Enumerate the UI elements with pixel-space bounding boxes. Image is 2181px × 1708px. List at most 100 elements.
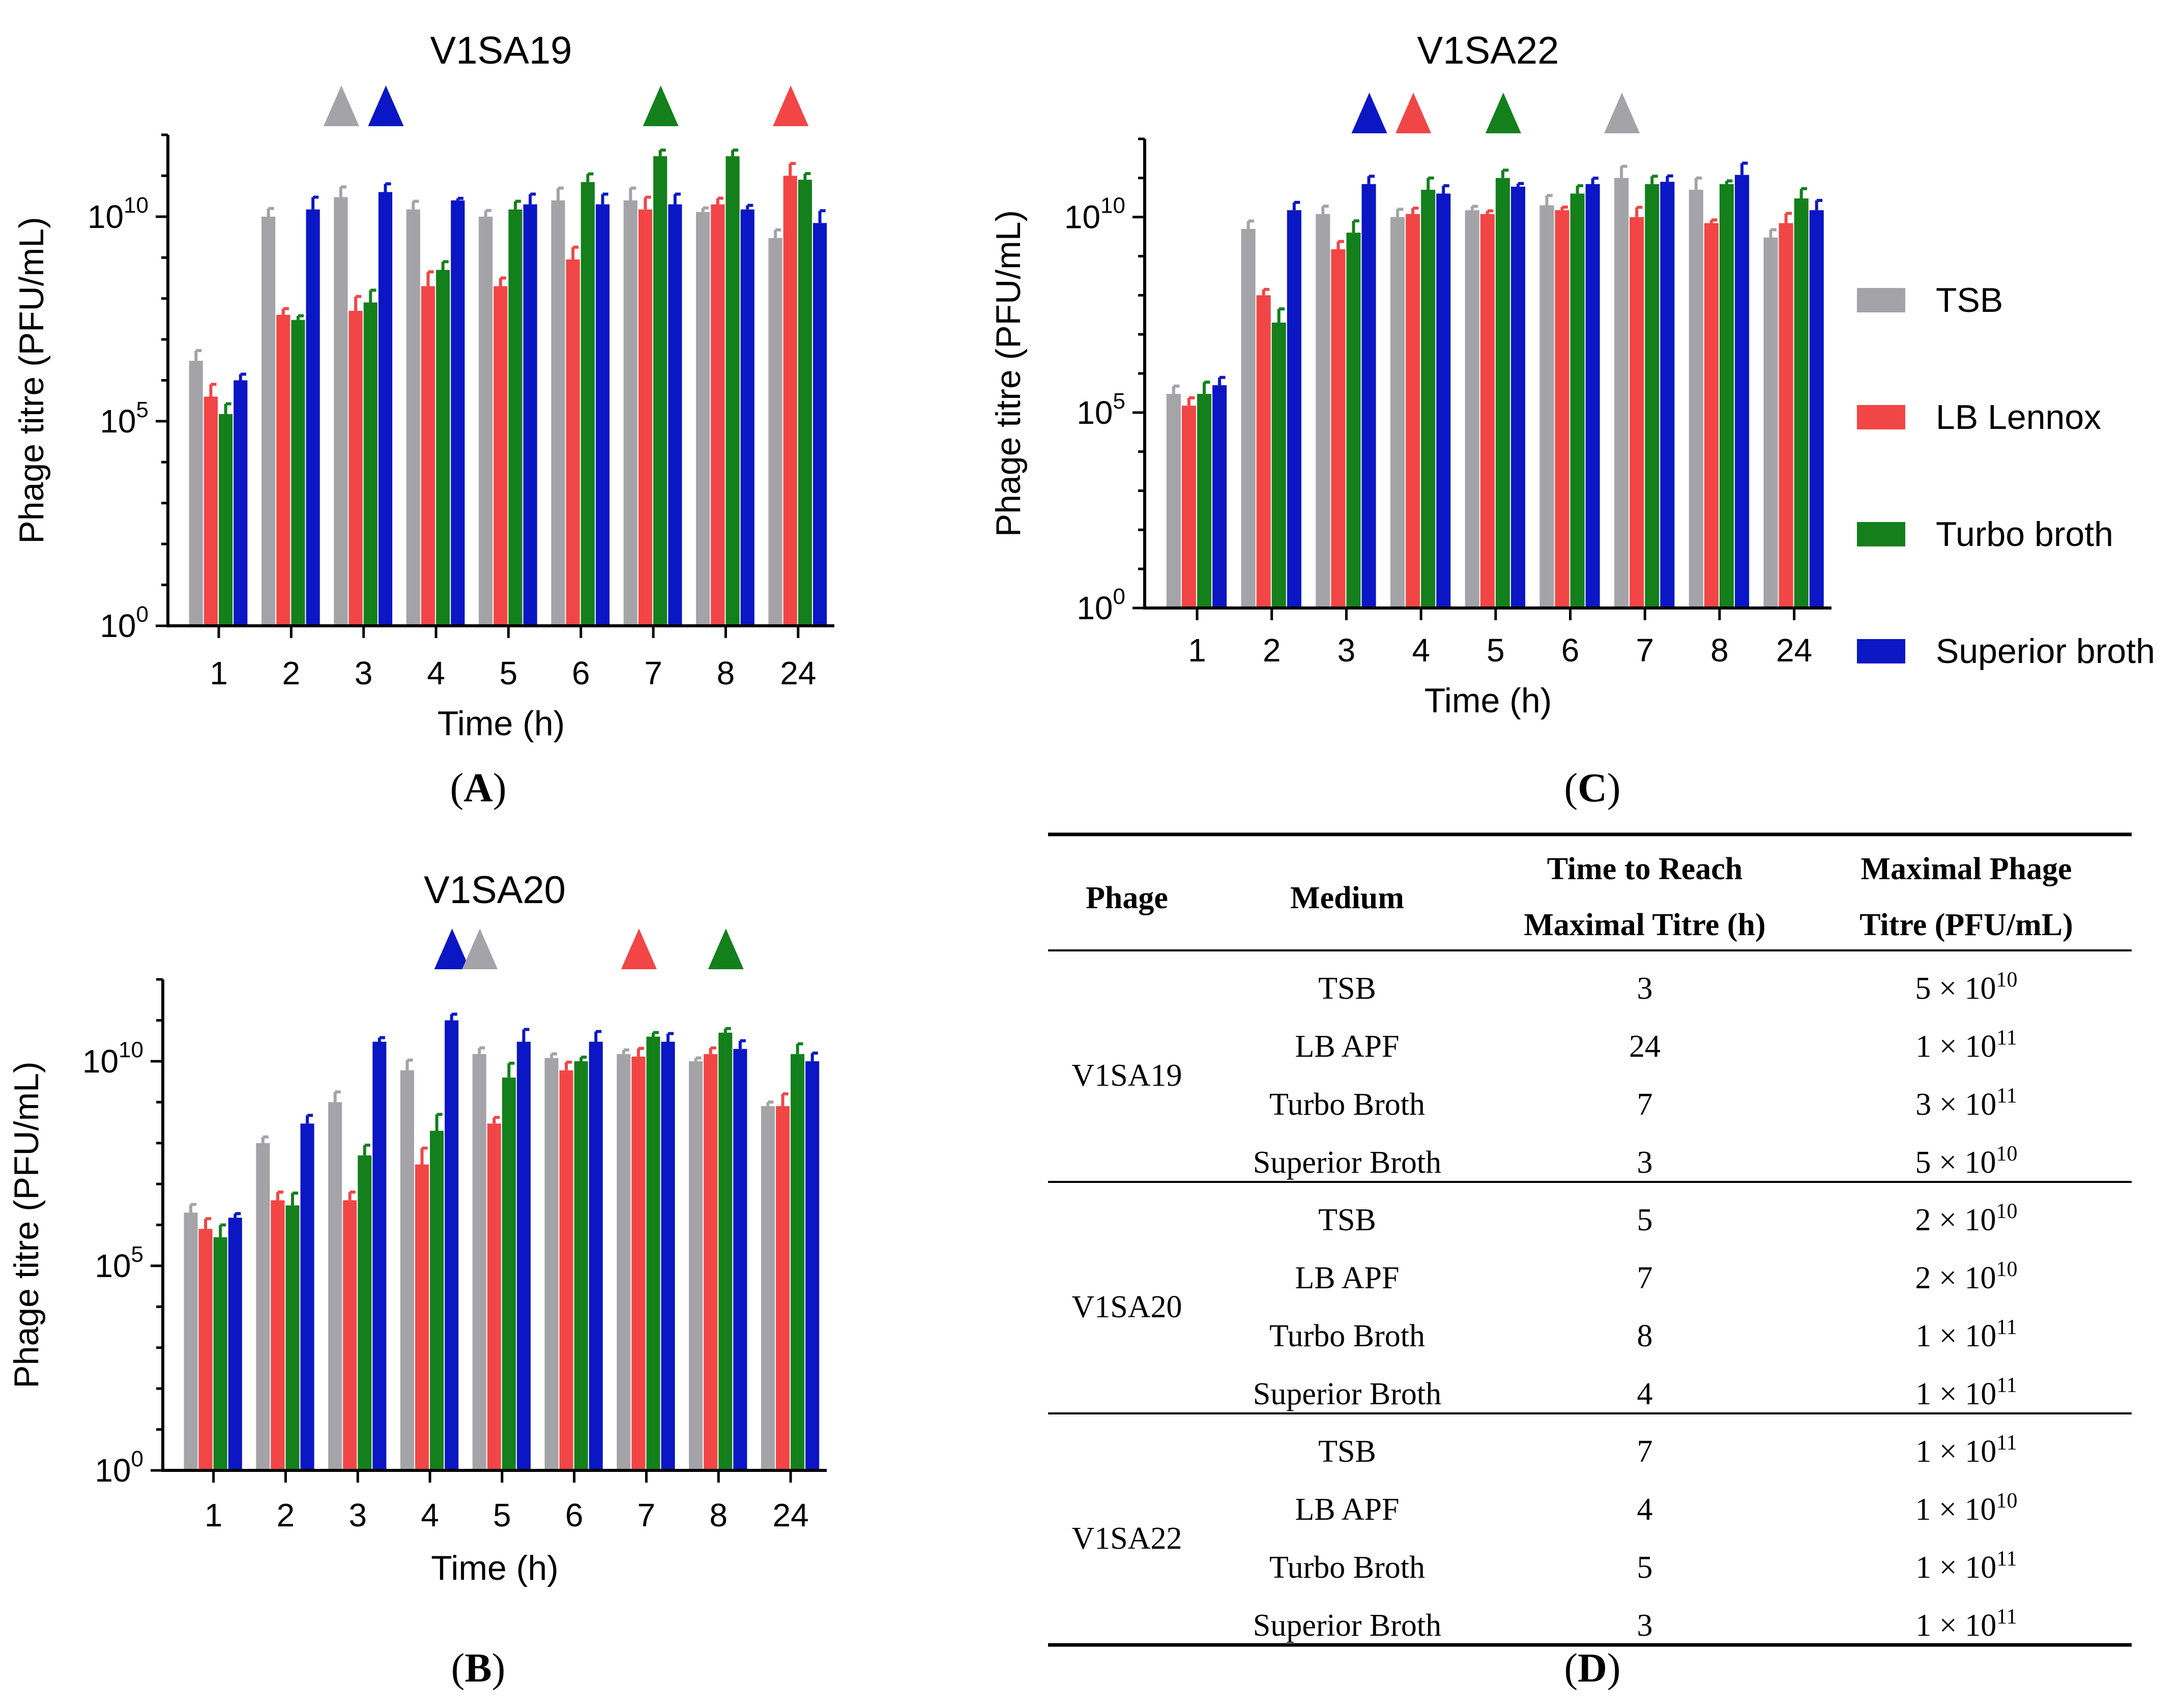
titre-exponent: 10 [1996,1489,2017,1513]
bar [1181,406,1197,608]
titre-exponent: 11 [1996,1374,2017,1397]
x-tick-label: 6 [572,655,590,691]
table-cell-time: 4 [1637,1492,1653,1527]
bar [1614,178,1629,608]
table-header: Medium [1290,881,1404,915]
bar [551,200,565,626]
bar [406,209,420,626]
legend-label: TSB [1936,281,2003,320]
table-cell-medium: LB APF [1295,1029,1399,1064]
titre-mantissa: 1 × 10 [1915,1319,1996,1353]
bar [696,212,710,626]
table-cell-phage: V1SA20 [1071,1290,1182,1324]
bar [1241,228,1256,609]
y-tick-exponent: 0 [131,1446,143,1471]
bar [1166,394,1181,608]
x-tick-label: 24 [780,655,816,691]
legend-swatch [1857,288,1905,312]
legend-label: Turbo broth [1936,515,2113,554]
y-tick-label: 100 [95,1446,143,1489]
bar [1763,237,1778,608]
table-cell-titre: 3 × 1011 [1915,1084,2017,1122]
x-tick-label: 8 [717,655,735,691]
table-cell-time: 8 [1637,1319,1653,1353]
bar [430,1131,444,1470]
bar [1704,223,1719,608]
x-tick-label: 8 [709,1497,728,1533]
table-header: Time to Reach [1547,852,1743,886]
bar [343,1200,357,1470]
table-cell-medium: LB APF [1295,1261,1399,1295]
bar [1539,205,1554,608]
peak-marker [643,85,679,126]
bar [631,1056,646,1470]
bar [1735,175,1750,608]
table-header: Phage [1086,881,1168,915]
table-header: Maximal Phage [1861,852,2072,886]
bar [276,314,290,626]
peak-marker [323,85,359,126]
peak-marker [1395,93,1432,133]
x-tick-label: 1 [1188,632,1206,669]
bar [415,1164,429,1470]
table-cell-medium: TSB [1318,1434,1376,1469]
legend-swatch [1857,405,1905,429]
bar [1346,233,1361,609]
x-tick-label: 1 [210,655,228,691]
y-tick-exponent: 0 [1113,584,1125,609]
y-tick-base: 10 [1064,199,1100,236]
bar [348,310,363,626]
x-tick-label: 3 [348,1497,367,1533]
y-tick-label: 1010 [82,1037,143,1080]
table-cell-medium: Turbo Broth [1269,1550,1425,1585]
peak-marker [462,929,498,969]
peak-marker [434,929,470,969]
bar [1331,249,1346,608]
chart-title: V1SA20 [424,869,566,912]
y-tick-exponent: 10 [124,193,149,218]
legend-swatch [1857,522,1905,546]
bar [234,380,248,626]
y-tick-base: 10 [95,1248,131,1284]
bar [776,1106,790,1470]
x-tick-label: 7 [1636,632,1654,669]
x-tick-label: 4 [1412,632,1430,669]
y-tick-label: 105 [100,397,149,440]
bar [1406,214,1420,609]
x-tick-label: 3 [355,655,373,691]
table-cell-medium: Superior Broth [1253,1145,1441,1180]
panel-label-c: (C) [1564,766,1620,810]
x-tick-label: 2 [282,655,301,691]
y-axis-label: Phage titre (PFU/mL) [989,210,1028,537]
x-tick-label: 6 [565,1497,584,1533]
table-header: Maximal Titre (h) [1524,908,1765,942]
y-tick-exponent: 10 [1100,193,1125,218]
table-cell-titre: 1 × 1011 [1915,1605,2017,1643]
summary-table: Phage Medium Time to Reach Maximal Titre (h… [1048,832,2132,1647]
x-tick-label: 6 [1561,632,1580,669]
titre-mantissa: 1 × 10 [1915,1550,1996,1585]
bar [638,209,653,626]
bar [1287,210,1301,609]
x-tick-label: 4 [427,655,445,691]
bar [451,200,465,626]
bar [285,1205,300,1470]
bar [358,1155,372,1470]
legend-label: LB Lennox [1936,398,2101,437]
bar [761,1106,775,1470]
bar [218,414,233,626]
titre-mantissa: 2 × 10 [1915,1261,1996,1295]
bar [1510,186,1525,608]
y-tick-base: 10 [95,1452,131,1489]
bar [623,200,637,626]
bar [1570,193,1585,608]
bar [740,209,754,626]
bar [523,204,537,626]
bar [711,204,725,626]
bar [400,1070,414,1470]
bar [1645,184,1660,608]
bar [1660,182,1675,608]
bar [805,1061,820,1470]
